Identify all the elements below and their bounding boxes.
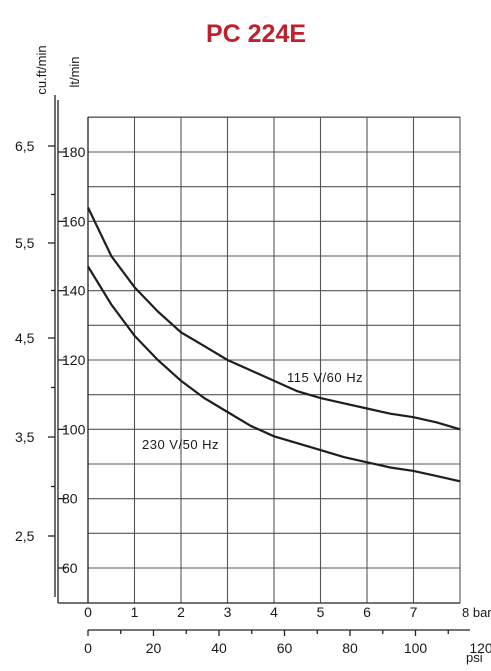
series-layer: [87, 207, 461, 483]
y-tick-ltmin-label: 140: [62, 283, 86, 299]
x-axis-bar-label: 8 bar: [462, 605, 491, 620]
y-axis-ltmin-label: lt/min: [67, 56, 82, 87]
y-tick-ltmin-label: 80: [62, 491, 78, 507]
chart-title: PC 224E: [206, 20, 306, 48]
x-tick-psi-label: 40: [211, 640, 227, 656]
x-tick-psi-label: 20: [146, 640, 162, 656]
series-line-115v: [87, 207, 461, 431]
y-tick-ltmin-label: 120: [62, 352, 86, 368]
x-tick-psi-label: 60: [277, 640, 293, 656]
y-tick-cuft-label: 2,5: [15, 528, 35, 544]
x-tick-bar-label: 6: [363, 604, 371, 620]
y-tick-ltmin-label: 160: [62, 213, 86, 229]
series-label-115v: 115 V/60 Hz: [287, 370, 363, 385]
x-tick-psi-label: 100: [404, 640, 428, 656]
y-tick-cuft-label: 6,5: [15, 138, 35, 154]
x-tick-bar-label: 3: [224, 604, 232, 620]
x-tick-psi-label: 120: [469, 640, 491, 656]
y-tick-cuft-label: 4,5: [15, 330, 35, 346]
x-tick-bar-label: 7: [410, 604, 418, 620]
grid-layer: [54, 95, 470, 631]
y-tick-cuft-label: 5,5: [15, 235, 35, 251]
series-label-230v: 230 V/50 Hz: [142, 437, 219, 452]
y-tick-ltmin-label: 60: [62, 560, 78, 576]
x-tick-bar-label: 5: [317, 604, 325, 620]
x-tick-bar-label: 4: [270, 604, 278, 620]
x-axis-psi-label: psi: [466, 650, 483, 665]
y-axis-cuft-label: cu.ft/min: [34, 45, 49, 94]
x-tick-psi-label: 80: [342, 640, 358, 656]
y-tick-ltmin-label: 180: [62, 144, 86, 160]
x-tick-bar-label: 0: [84, 604, 92, 620]
y-tick-ltmin-label: 100: [62, 421, 86, 437]
x-tick-bar-label: 2: [177, 604, 185, 620]
series-line-230v: [87, 265, 461, 483]
y-tick-cuft-label: 3,5: [15, 429, 35, 445]
x-tick-psi-label: 0: [84, 640, 92, 656]
x-tick-bar-label: 1: [131, 604, 139, 620]
